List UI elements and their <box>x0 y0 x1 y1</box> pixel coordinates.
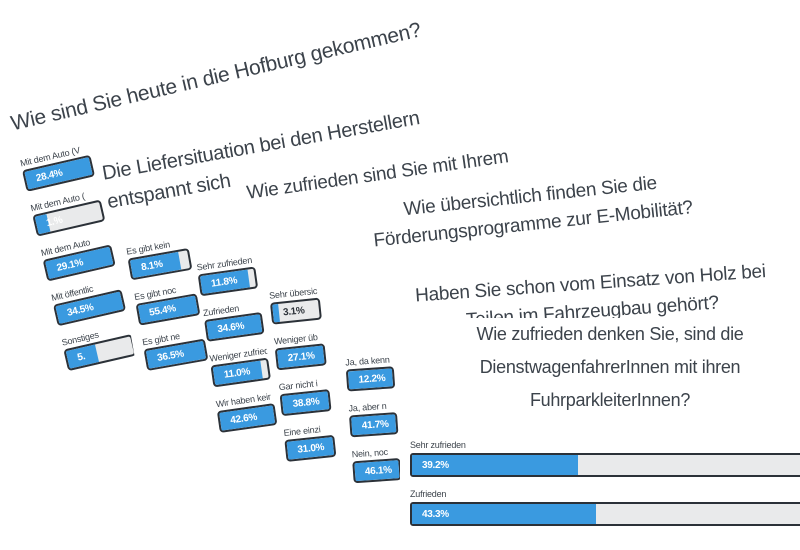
poll-option[interactable]: Mit dem Auto 29.1% <box>40 233 116 282</box>
poll-option[interactable]: Weniger zufried 11.0% <box>209 346 271 388</box>
poll-question-line-2: DienstwagenfahrerInnen mit ihren <box>479 357 741 377</box>
option-percent: 38.8% <box>292 395 320 410</box>
result-bar: 3.1% <box>269 297 322 325</box>
option-percent: 11.0% <box>223 365 251 381</box>
option-percent: 42.6% <box>229 411 258 426</box>
poll-options: Es gibt kein 8.1% Es gibt noc 55.4% Es g… <box>125 236 210 383</box>
poll-option[interactable]: Mit dem Auto ( 1.% <box>30 188 106 237</box>
poll-option[interactable]: Sonstiges 5. <box>61 322 137 372</box>
poll-question-line-3: FuhrparkleiterInnen? <box>529 390 691 410</box>
poll-option[interactable]: Sehr zufrieden 11.8% <box>196 255 259 297</box>
option-percent: 41.7% <box>361 418 389 432</box>
result-bar: 39.2% <box>410 453 800 477</box>
poll-options: Ja, da kenn 12.2% Ja, aber n 41.7% Nein,… <box>345 354 403 495</box>
result-bar: 27.1% <box>274 343 327 371</box>
result-bar: 41.7% <box>349 412 399 438</box>
poll-option[interactable]: Ja, da kenn 12.2% <box>344 354 396 392</box>
poll-option[interactable]: Zufrieden 43.3% <box>410 489 800 526</box>
poll-card-fuhrparkleiter: Wie zufrieden denken Sie, sind die Diens… <box>400 318 800 550</box>
option-percent: 29.1% <box>55 256 85 274</box>
option-percent: 46.1% <box>364 464 393 477</box>
result-bar: 46.1% <box>352 458 402 484</box>
poll-question-line-1: Wie zufrieden denken Sie, sind die <box>476 324 744 344</box>
result-bar: 43.3% <box>410 502 800 526</box>
poll-option[interactable]: Wir haben keir 42.6% <box>215 391 278 433</box>
option-label: Zufrieden <box>410 489 447 499</box>
result-bar: 12.2% <box>345 366 396 392</box>
option-percent: 31.0% <box>296 441 325 456</box>
option-percent: 34.6% <box>216 320 245 335</box>
option-percent: 3.1% <box>282 304 306 318</box>
poll-option[interactable]: Es gibt noc 55.4% <box>133 281 201 326</box>
poll-option[interactable]: Eine einzi 31.0% <box>283 423 337 462</box>
option-percent: 39.2% <box>422 459 449 471</box>
option-percent: 55.4% <box>148 302 177 319</box>
option-label: Ja, da kenn <box>344 354 390 368</box>
option-percent: 28.4% <box>34 167 64 184</box>
poll-option[interactable]: Gar nicht i 38.8% <box>278 377 332 417</box>
option-percent: 8.1% <box>140 258 164 273</box>
poll-option[interactable]: Mit öffentlic 34.5% <box>50 277 127 327</box>
result-bar: 31.0% <box>284 434 337 462</box>
poll-option[interactable]: Mit dem Auto (V 28.4% <box>19 143 96 192</box>
poll-option[interactable]: Sehr zufrieden 39.2% <box>410 440 800 477</box>
option-percent: 43.3% <box>422 508 449 520</box>
option-label: Ja, aber n <box>348 400 387 414</box>
option-percent: 36.5% <box>156 347 185 364</box>
option-label: Nein, noc <box>351 446 389 460</box>
option-percent: 12.2% <box>358 372 386 386</box>
option-percent: 34.5% <box>65 301 95 319</box>
poll-option[interactable]: Es gibt kein 8.1% <box>125 236 193 281</box>
poll-option[interactable]: Es gibt ne 36.5% <box>141 327 209 371</box>
poll-option[interactable]: Nein, noc 46.1% <box>351 446 402 484</box>
poll-options: Sehr zufrieden 39.2% Zufrieden 43.3% <box>410 440 800 538</box>
option-label: Sehr zufrieden <box>410 440 466 450</box>
option-percent: 11.8% <box>210 274 238 290</box>
poll-option[interactable]: Weniger üb 27.1% <box>273 331 327 371</box>
poll-option[interactable]: Sehr übersic 3.1% <box>269 286 322 325</box>
poll-option[interactable]: Zufrieden 34.6% <box>202 300 265 342</box>
option-percent: 1.% <box>45 214 64 229</box>
result-bar: 38.8% <box>279 389 332 417</box>
poll-option[interactable]: Ja, aber n 41.7% <box>348 400 399 438</box>
option-percent: 27.1% <box>287 349 316 364</box>
